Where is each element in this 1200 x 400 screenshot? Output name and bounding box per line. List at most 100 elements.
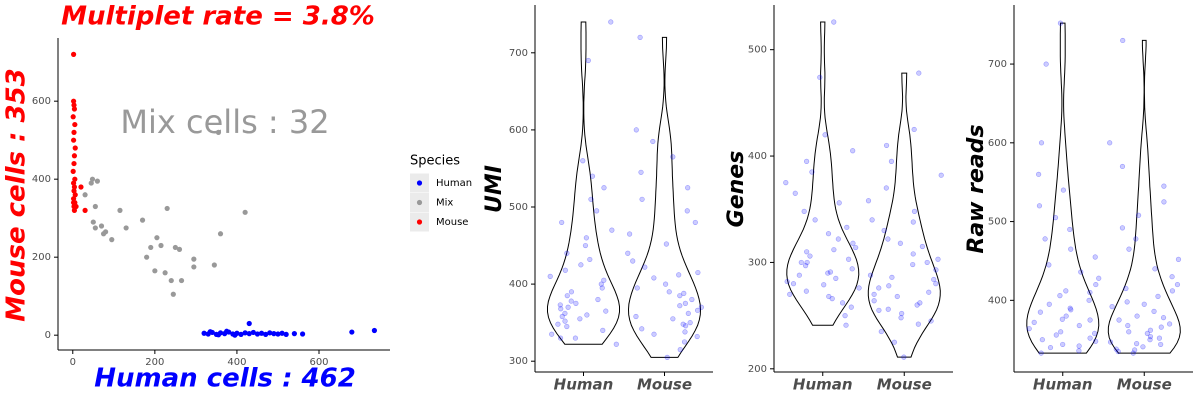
x-tick-label: Human xyxy=(793,376,853,394)
point xyxy=(568,289,575,295)
point xyxy=(254,331,261,337)
point xyxy=(1175,256,1182,262)
point xyxy=(585,57,591,64)
point xyxy=(681,339,688,345)
point xyxy=(1126,329,1132,335)
point xyxy=(933,281,939,287)
point xyxy=(283,331,289,337)
point xyxy=(587,256,593,263)
point xyxy=(888,158,895,164)
point xyxy=(71,129,77,135)
point xyxy=(677,293,683,299)
point xyxy=(164,205,170,212)
point xyxy=(1107,140,1113,146)
point xyxy=(917,300,923,306)
point xyxy=(682,329,688,335)
point xyxy=(639,326,645,332)
point xyxy=(1092,254,1098,260)
point xyxy=(562,310,568,317)
y-axis-label: UMI xyxy=(482,165,507,213)
point xyxy=(1174,281,1181,288)
point xyxy=(1078,269,1084,275)
point xyxy=(176,246,183,252)
point xyxy=(662,281,669,287)
x-tick-label: Mouse xyxy=(1117,376,1172,394)
point xyxy=(1046,262,1052,268)
point xyxy=(89,176,96,182)
point xyxy=(117,207,123,213)
legend-marker xyxy=(416,199,423,206)
point xyxy=(71,102,77,108)
point xyxy=(600,327,606,333)
point xyxy=(144,254,150,260)
point xyxy=(1063,288,1069,294)
legend-marker xyxy=(416,180,423,186)
point xyxy=(676,272,682,278)
y-tick-label: 400 xyxy=(988,295,1007,306)
point xyxy=(1039,337,1045,343)
point xyxy=(1031,319,1037,325)
point xyxy=(695,269,701,276)
point xyxy=(694,333,700,340)
point xyxy=(1132,347,1138,353)
point xyxy=(876,285,882,291)
point xyxy=(71,188,77,194)
point xyxy=(191,256,197,262)
point xyxy=(609,227,615,233)
point xyxy=(613,341,619,347)
point xyxy=(822,132,828,138)
point xyxy=(625,250,631,256)
point xyxy=(826,293,832,300)
point xyxy=(71,184,78,190)
point xyxy=(1058,329,1064,335)
point xyxy=(1125,322,1131,329)
point xyxy=(803,288,809,294)
point xyxy=(1036,203,1043,209)
point xyxy=(70,196,77,202)
x-tick-label: 400 xyxy=(227,357,246,368)
point xyxy=(1060,187,1067,193)
point xyxy=(801,208,807,214)
point xyxy=(899,310,905,317)
point xyxy=(911,126,917,133)
point xyxy=(867,272,874,278)
point xyxy=(1152,266,1158,272)
point xyxy=(70,199,77,206)
point xyxy=(633,127,639,133)
point xyxy=(1046,301,1052,307)
point xyxy=(238,331,244,337)
point xyxy=(70,98,77,104)
y-tick-label: 300 xyxy=(748,257,767,268)
point xyxy=(564,323,570,330)
point xyxy=(1076,343,1082,349)
point xyxy=(835,236,841,242)
point xyxy=(843,322,849,328)
point xyxy=(935,256,941,262)
point xyxy=(90,219,96,225)
point xyxy=(92,225,98,231)
y-axis-label: Genes xyxy=(724,151,749,228)
point xyxy=(1067,226,1073,233)
point xyxy=(1133,236,1139,242)
point xyxy=(588,196,594,202)
point xyxy=(70,137,77,143)
x-tick-label: Mouse xyxy=(877,376,932,394)
point xyxy=(1147,327,1154,333)
point xyxy=(98,223,105,229)
y-tick-label: 200 xyxy=(748,364,767,375)
point xyxy=(1107,339,1114,345)
x-tick-label: Human xyxy=(554,376,614,394)
point xyxy=(577,316,583,322)
point xyxy=(1067,305,1073,311)
point xyxy=(1120,37,1126,44)
point xyxy=(853,244,859,251)
point xyxy=(1052,215,1059,221)
point xyxy=(584,312,590,318)
point xyxy=(829,296,835,302)
point xyxy=(72,121,78,128)
point xyxy=(603,308,609,314)
point xyxy=(812,217,818,223)
point xyxy=(910,261,916,268)
x-tick-label: Mouse xyxy=(637,376,692,394)
